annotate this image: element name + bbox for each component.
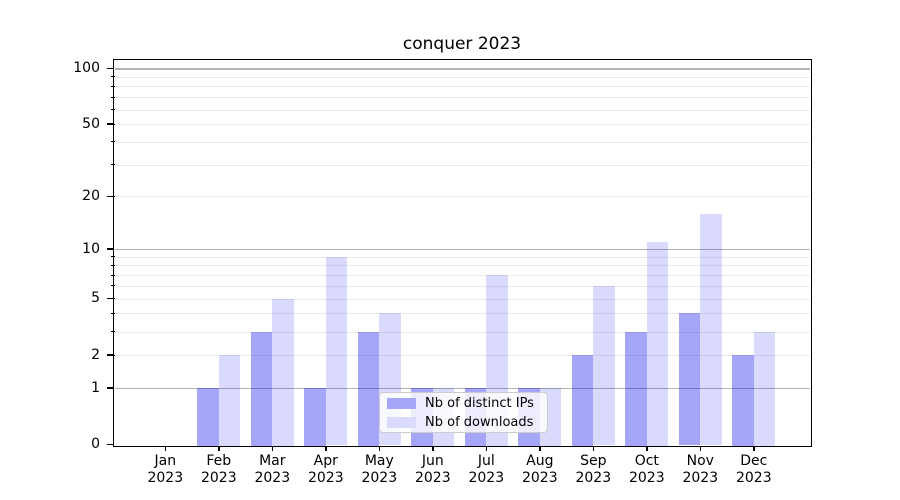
x-tick-label: Oct 2023 — [628, 453, 665, 486]
x-tick-mark — [164, 446, 167, 451]
legend: Nb of distinct IPs Nb of downloads — [379, 392, 548, 433]
x-tick-mark — [485, 446, 488, 451]
x-tick-label: Aug 2023 — [521, 453, 558, 486]
x-tick-mark — [646, 446, 648, 451]
y-tick-label: 0 — [91, 436, 100, 452]
x-tick-mark — [325, 446, 327, 451]
y-tick-label: 20 — [82, 187, 100, 204]
x-tick-label: May 2023 — [361, 453, 398, 486]
x-tick-mark — [271, 446, 274, 451]
y-tick-label: 5 — [91, 290, 100, 306]
plot-area-border — [113, 58, 812, 447]
y-tick-label: 1 — [91, 379, 100, 396]
chart-title: conquer 2023 — [402, 34, 522, 54]
x-tick-label: Apr 2023 — [307, 453, 344, 486]
x-tick-label: Feb 2023 — [200, 453, 237, 486]
x-tick-label: Jul 2023 — [468, 453, 505, 486]
x-tick-mark — [378, 446, 381, 451]
x-tick-label: Jan 2023 — [147, 453, 184, 486]
x-tick-label: Sep 2023 — [575, 453, 612, 486]
x-tick-mark — [218, 446, 220, 451]
legend-swatch-downloads — [387, 416, 416, 428]
legend-swatch-distinct-ips — [387, 397, 416, 409]
x-tick-mark — [592, 446, 595, 451]
x-tick-label: Jun 2023 — [414, 453, 451, 486]
legend-label-distinct-ips: Nb of distinct IPs — [425, 395, 534, 411]
legend-item-downloads: Nb of downloads — [387, 415, 540, 430]
y-tick-label: 10 — [82, 240, 100, 257]
x-tick-mark — [432, 446, 434, 451]
y-tick-label: 50 — [82, 115, 100, 132]
y-tick-label: 2 — [91, 346, 100, 363]
x-tick-mark — [539, 446, 541, 451]
y-tick-label: 100 — [73, 59, 100, 76]
x-tick-label: Nov 2023 — [682, 453, 719, 486]
legend-label-downloads: Nb of downloads — [425, 414, 534, 430]
x-tick-label: Mar 2023 — [254, 453, 291, 486]
x-tick-mark — [699, 446, 702, 451]
x-tick-mark — [753, 446, 755, 451]
x-tick-label: Dec 2023 — [735, 453, 772, 486]
legend-item-distinct-ips: Nb of distinct IPs — [387, 396, 540, 411]
